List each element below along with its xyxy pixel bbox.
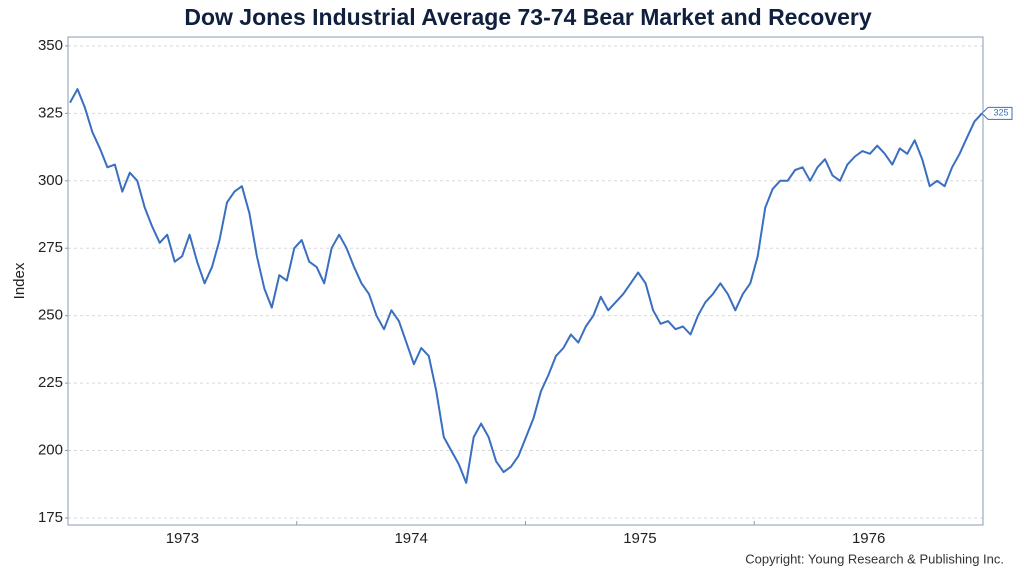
y-tick-label: 325 bbox=[38, 104, 63, 121]
source: Copyright: Young Research & Publishing I… bbox=[745, 551, 1004, 566]
y-tick-label: 200 bbox=[38, 442, 63, 459]
y-tick-label: 350 bbox=[38, 37, 63, 54]
y-tick-label: 275 bbox=[38, 239, 63, 256]
y-axis-label: Index bbox=[11, 262, 28, 299]
chart-title: Dow Jones Industrial Average 73-74 Bear … bbox=[184, 4, 872, 30]
y-tick-label: 250 bbox=[38, 307, 63, 324]
last-value-callout bbox=[981, 106, 1013, 120]
y-tick-label: 225 bbox=[38, 374, 63, 391]
x-tick-label: 1973 bbox=[166, 530, 199, 547]
y-tick-label: 300 bbox=[38, 172, 63, 189]
line bbox=[69, 88, 983, 484]
x-tick-label: 1976 bbox=[852, 530, 885, 547]
y-tick-label: 175 bbox=[38, 509, 63, 526]
x-tick-label: 1975 bbox=[623, 530, 656, 547]
last-value-label: 325 bbox=[993, 108, 1008, 118]
x-tick-label: 1974 bbox=[394, 530, 427, 547]
